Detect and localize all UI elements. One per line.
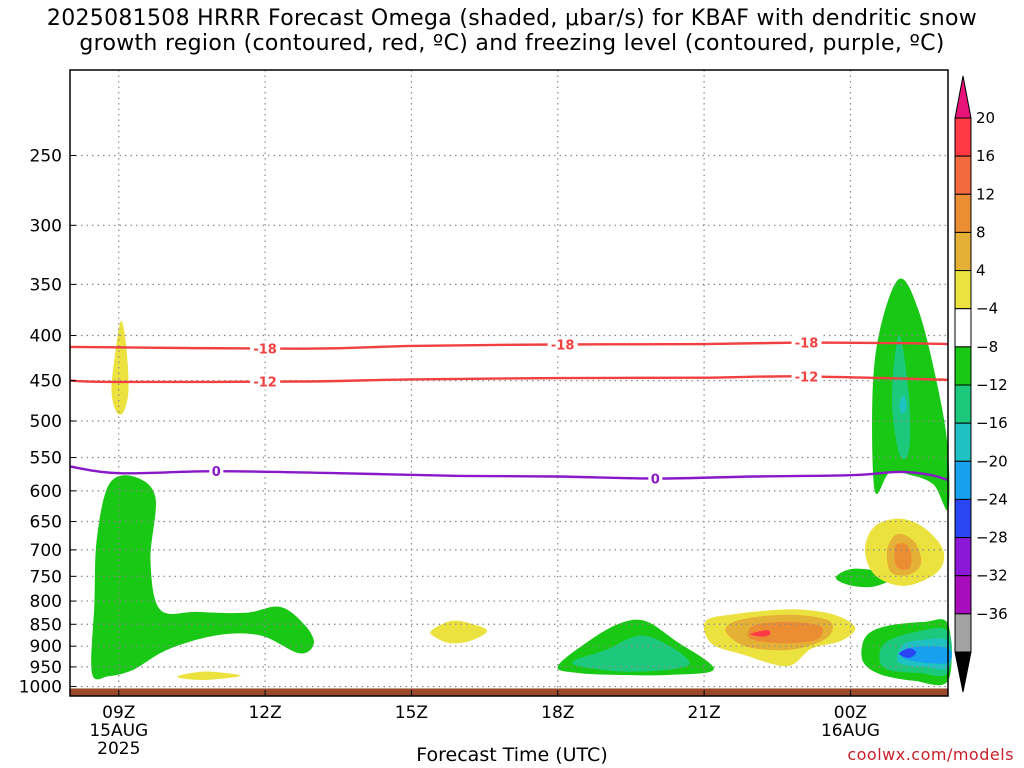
- contour-label-bg: [648, 470, 663, 487]
- x-axis-label: Forecast Time (UTC): [416, 744, 608, 766]
- y-tick-label: 450: [30, 372, 62, 392]
- colorbar-swatch: [954, 193, 972, 233]
- omega-region: [571, 635, 690, 672]
- contour-label-bg: [250, 373, 281, 390]
- colorbar-label: −20: [976, 452, 1008, 470]
- y-tick-label: 850: [30, 615, 62, 635]
- colorbar-swatch: [954, 575, 972, 615]
- contour-label: -18: [551, 339, 575, 354]
- y-axis-ticks: 2503003504004505005506006507007508008509…: [19, 146, 76, 698]
- contour-label-bg: [547, 336, 578, 353]
- x-tick-sublabel: 16AUG: [821, 721, 880, 741]
- colorbar-label: −32: [976, 567, 1008, 585]
- contour-label: -12: [253, 376, 277, 391]
- chart-title: 2025081508 HRRR Forecast Omega (shaded, …: [46, 6, 978, 56]
- y-tick-label: 700: [30, 541, 62, 561]
- colorbar: 20 16 12 8 4 −4 −8 −12 −16 −20 −24 −28 −32 −36: [954, 75, 1008, 693]
- colorbar-swatch: [954, 613, 972, 653]
- colorbar-swatch: [954, 117, 972, 157]
- x-tick-sublabel: 15AUG: [89, 721, 148, 741]
- colorbar-label: −24: [976, 490, 1008, 508]
- y-tick-label: 650: [30, 513, 62, 533]
- y-tick-label: 550: [30, 449, 62, 469]
- colorbar-label: −28: [976, 529, 1008, 547]
- colorbar-label: −8: [976, 338, 998, 356]
- y-tick-label: 950: [30, 658, 62, 678]
- omega-region: [872, 278, 950, 511]
- colorbar-label: 16: [976, 147, 995, 165]
- colorbar-swatch: [954, 537, 972, 577]
- omega-region: [899, 395, 907, 414]
- y-tick-label: 800: [30, 592, 62, 612]
- x-tick-label: 12Z: [248, 703, 281, 723]
- colorbar-swatch: [954, 308, 972, 348]
- y-tick-label: 900: [30, 637, 62, 657]
- colorbar-label: −4: [976, 300, 998, 318]
- omega-shaded-regions: [91, 278, 952, 686]
- colorbar-label: 8: [976, 223, 986, 241]
- credit-link[interactable]: coolwx.com/models: [847, 745, 1014, 764]
- y-tick-label: 400: [30, 327, 62, 347]
- omega-region: [747, 621, 824, 644]
- ground-fill: [70, 688, 948, 696]
- contour-label-bg: [791, 368, 822, 385]
- colorbar-label: −16: [976, 414, 1008, 432]
- contour-label: -18: [253, 342, 277, 357]
- colorbar-bottom-triangle: [954, 651, 972, 693]
- colorbar-label: 12: [976, 185, 995, 203]
- contour-label-bg: [209, 463, 224, 480]
- ground-layer: [70, 688, 948, 696]
- omega-region: [177, 671, 241, 680]
- contour-label: 0: [651, 473, 660, 488]
- y-tick-label: 250: [30, 146, 62, 166]
- y-tick-label: 350: [30, 275, 62, 295]
- colorbar-label: 20: [976, 109, 995, 127]
- y-tick-label: 300: [30, 216, 62, 236]
- temperature-contours: -18 -18 -18 -12 -12 0 0: [69, 334, 949, 488]
- plot-frame: [69, 69, 949, 697]
- colorbar-swatch: [954, 346, 972, 386]
- colorbar-swatch: [954, 384, 972, 424]
- colorbar-swatch: [954, 270, 972, 310]
- contour-label-bg: [250, 340, 281, 357]
- y-tick-label: 1000: [19, 678, 62, 698]
- y-tick-label: 750: [30, 567, 62, 587]
- y-tick-label: 600: [30, 482, 62, 502]
- omega-region: [430, 620, 488, 644]
- colorbar-top-triangle: [954, 75, 972, 119]
- x-tick-label: 18Z: [541, 703, 574, 723]
- colorbar-swatch: [954, 155, 972, 195]
- colorbar-label: −12: [976, 376, 1008, 394]
- contour-label: -12: [795, 370, 819, 385]
- x-tick-sublabel: 2025: [97, 739, 140, 759]
- y-tick-label: 500: [30, 412, 62, 432]
- omega-region: [91, 475, 314, 680]
- colorbar-label: 4: [976, 262, 986, 280]
- omega-region: [111, 320, 129, 415]
- x-tick-label: 21Z: [687, 703, 720, 723]
- colorbar-swatch: [954, 460, 972, 500]
- colorbar-label: −36: [976, 605, 1008, 623]
- contour-label: -18: [795, 337, 819, 352]
- contour-label: 0: [212, 465, 221, 480]
- omega-region: [891, 335, 911, 460]
- colorbar-swatch: [954, 498, 972, 539]
- x-tick-label: 00Z: [834, 703, 867, 723]
- x-tick-label: 15Z: [395, 703, 428, 723]
- colorbar-swatch: [954, 231, 972, 272]
- x-tick-label: 09Z: [102, 703, 135, 723]
- omega-region: [750, 630, 771, 637]
- omega-region: [899, 648, 917, 658]
- colorbar-swatch: [954, 422, 972, 462]
- contour-label-bg: [791, 334, 822, 351]
